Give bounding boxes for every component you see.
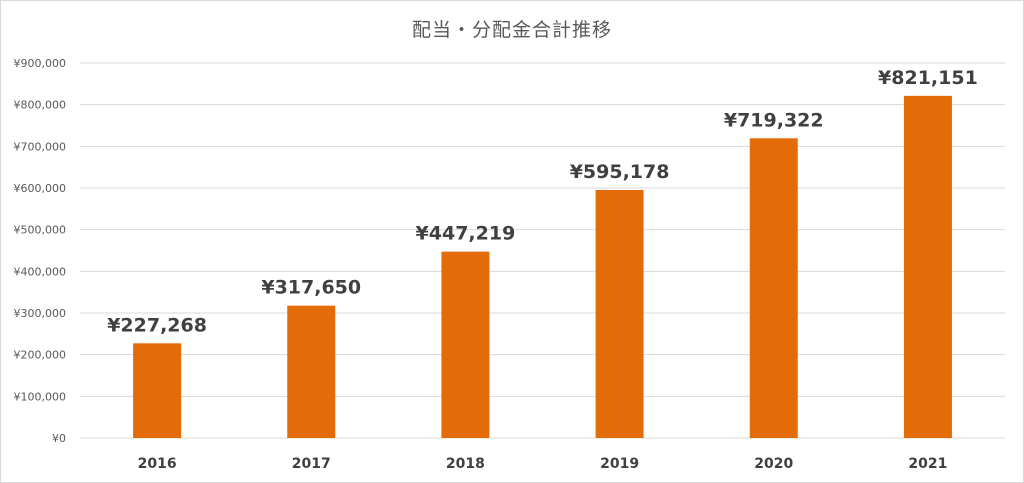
x-tick-label-2017: 2017 [292,456,331,472]
bar-2016 [133,343,182,438]
x-tick-label-2021: 2021 [908,456,947,472]
bar-2019 [595,190,644,438]
y-tick-label: ¥500,000 [14,224,67,237]
x-tick-label-2019: 2019 [600,456,639,472]
data-label-2021: ¥821,151 [878,67,978,89]
bars [133,95,952,438]
chart-title: 配当・分配金合計推移 [411,19,612,41]
data-labels: ¥227,268 ¥317,650 ¥447,219 ¥595,178 ¥719,322… [107,67,978,336]
data-label-2019: ¥595,178 [570,161,670,183]
x-tick-label-2020: 2020 [754,456,793,472]
y-tick-label: ¥100,000 [14,390,67,403]
y-tick-label: ¥600,000 [14,182,67,195]
y-axis-ticks: ¥0 ¥100,000 ¥200,000 ¥300,000 ¥400,000 ¥500,0… [14,57,67,445]
bar-2018 [441,251,490,438]
x-tick-label-2016: 2016 [138,456,177,472]
y-tick-label: ¥200,000 [14,349,67,362]
bar-2021 [903,95,952,438]
grid-lines [80,62,1005,439]
data-label-2017: ¥317,650 [261,277,361,299]
data-label-2018: ¥447,219 [416,223,516,245]
bar-2017 [287,305,336,438]
data-label-2016: ¥227,268 [107,314,207,336]
y-tick-label: ¥700,000 [14,140,67,153]
bar-2020 [749,138,798,438]
x-tick-label-2018: 2018 [446,456,485,472]
y-tick-label: ¥900,000 [14,57,67,70]
y-tick-label: ¥400,000 [14,265,67,278]
y-tick-label: ¥0 [52,432,66,445]
data-label-2020: ¥719,322 [724,109,824,131]
y-tick-label: ¥300,000 [14,307,67,320]
x-axis-ticks: 2016 2017 2018 2019 2020 2021 [138,456,948,472]
y-tick-label: ¥800,000 [14,99,67,112]
